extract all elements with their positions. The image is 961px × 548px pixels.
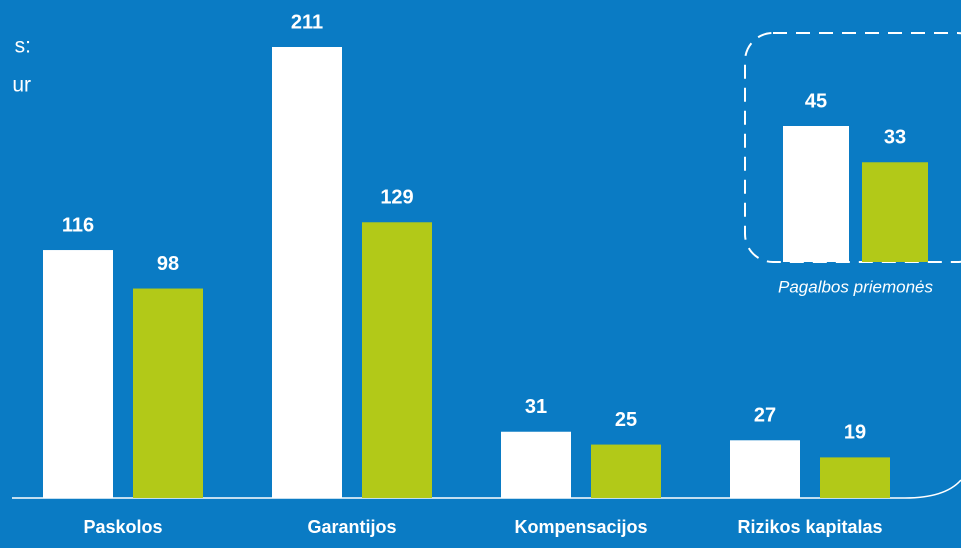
value-label: 211 xyxy=(291,11,323,33)
value-label: 19 xyxy=(844,422,866,444)
bar xyxy=(783,126,849,262)
value-label: 129 xyxy=(380,187,413,209)
bar xyxy=(501,431,571,498)
title-fragment: ur xyxy=(12,74,31,97)
value-label: 25 xyxy=(615,409,637,431)
value-label: 98 xyxy=(157,253,179,275)
x-tick-label: Rizikos kapitalas xyxy=(737,517,882,537)
bar xyxy=(591,444,661,498)
x-tick-label: Pagalbos priemonės xyxy=(778,277,933,296)
value-label: 31 xyxy=(525,396,547,418)
value-label: 27 xyxy=(754,405,776,427)
bar xyxy=(862,162,928,262)
value-label: 45 xyxy=(805,90,827,112)
bar xyxy=(272,47,342,498)
bar xyxy=(43,250,113,498)
title-fragment: s: xyxy=(15,35,31,58)
baseline xyxy=(12,479,961,499)
bar xyxy=(133,288,203,498)
bar xyxy=(730,440,800,498)
x-tick-label: Kompensacijos xyxy=(514,517,647,537)
value-label: 116 xyxy=(62,214,94,236)
value-label: 33 xyxy=(884,127,906,149)
x-tick-label: Garantijos xyxy=(307,517,396,537)
bar xyxy=(820,457,890,498)
bar xyxy=(362,222,432,498)
x-tick-label: Paskolos xyxy=(83,517,162,537)
